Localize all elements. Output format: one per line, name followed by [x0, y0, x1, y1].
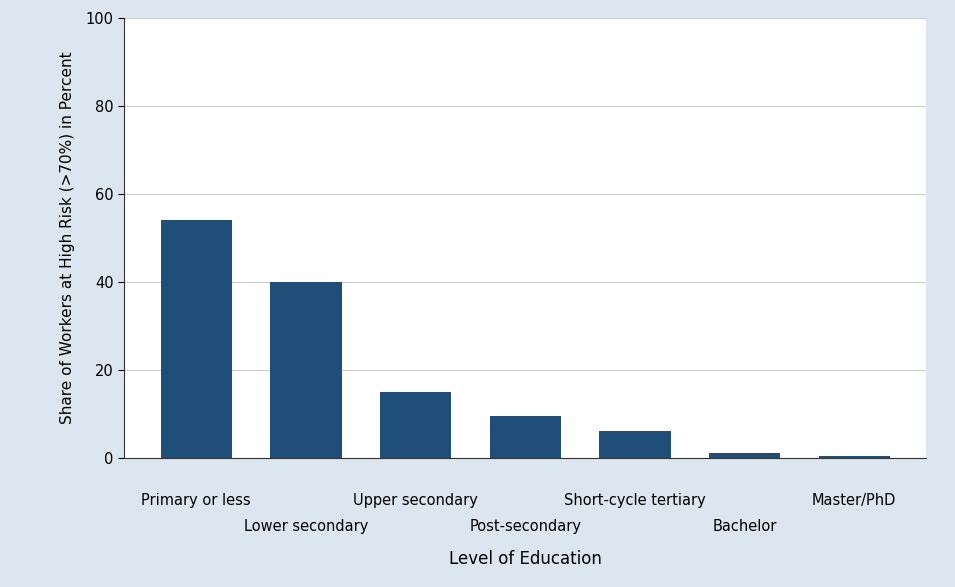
Bar [709, 453, 780, 458]
Text: Master/PhD: Master/PhD [812, 493, 897, 508]
Y-axis label: Share of Workers at High Risk (>70%) in Percent: Share of Workers at High Risk (>70%) in … [59, 52, 74, 424]
Text: Short-cycle tertiary: Short-cycle tertiary [564, 493, 706, 508]
Bar [270, 282, 342, 458]
Text: Bachelor: Bachelor [712, 519, 776, 535]
Bar [600, 431, 670, 458]
Bar [818, 456, 890, 458]
Text: Level of Education: Level of Education [449, 551, 602, 568]
Text: Post-secondary: Post-secondary [469, 519, 582, 535]
Bar [160, 220, 232, 458]
Bar [380, 392, 451, 458]
Text: Primary or less: Primary or less [141, 493, 251, 508]
Text: Lower secondary: Lower secondary [244, 519, 368, 535]
Text: Upper secondary: Upper secondary [353, 493, 478, 508]
Bar [490, 416, 561, 458]
